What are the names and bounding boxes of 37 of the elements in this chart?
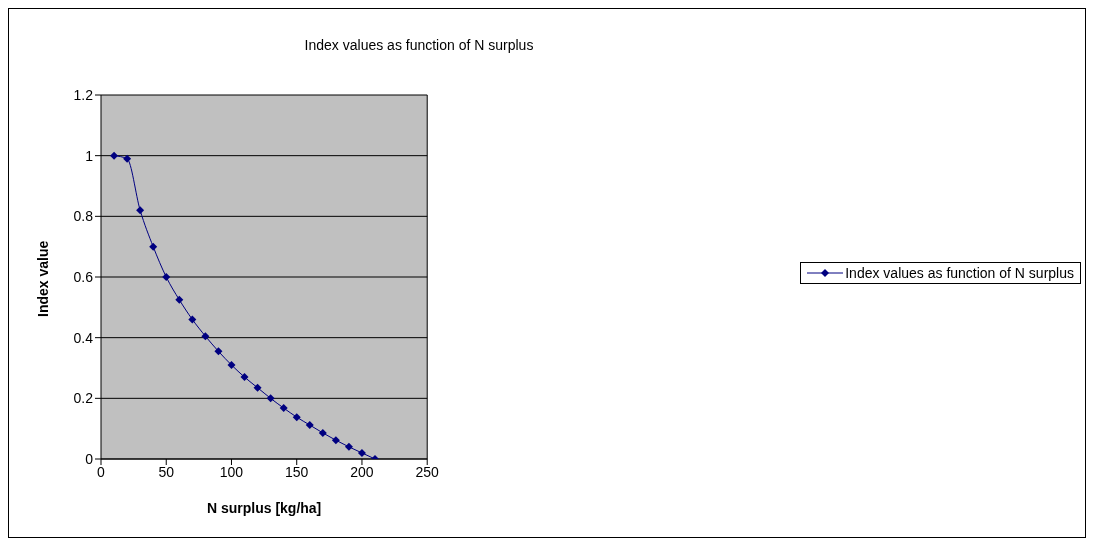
point (110, 151, 119, 160)
point (123, 154, 132, 163)
point (227, 360, 236, 369)
x-tick-label: 50 (158, 463, 175, 480)
y-tick-label: 0.8 (73, 208, 94, 225)
point (240, 373, 249, 382)
x-tick-label: 250 (415, 463, 440, 480)
y-axis-title: Index value (34, 240, 51, 317)
x-tick-label: 150 (285, 463, 309, 480)
y-tick-label: 0.2 (73, 390, 94, 407)
point (331, 436, 340, 445)
point (305, 421, 314, 430)
y-tick-label: 1 (85, 147, 94, 164)
y-tick-label: 0.6 (73, 268, 94, 285)
point (201, 332, 210, 341)
chart-title: Index values as function of N surplus (303, 37, 535, 53)
x-tick-label: 200 (350, 463, 374, 480)
point (279, 404, 288, 413)
y-tick-label: 1.2 (73, 86, 94, 103)
point (266, 394, 275, 403)
x-tick-label: 0 (97, 463, 106, 480)
point (292, 413, 301, 422)
y-tick-label: 0.4 (73, 329, 94, 346)
legend-label: Index values as function of N surplus (845, 265, 1074, 281)
point (175, 295, 184, 304)
point (344, 442, 353, 451)
point (253, 383, 262, 392)
x-axis-title: N surplus [kg/ha] (206, 500, 322, 516)
y-tick-label: 0 (85, 450, 94, 467)
x-tick-label: 100 (219, 463, 244, 480)
point (149, 242, 158, 251)
point (357, 448, 366, 457)
point (214, 347, 223, 356)
point (188, 315, 197, 324)
point (318, 428, 327, 437)
point (136, 206, 145, 215)
point (162, 273, 171, 281)
